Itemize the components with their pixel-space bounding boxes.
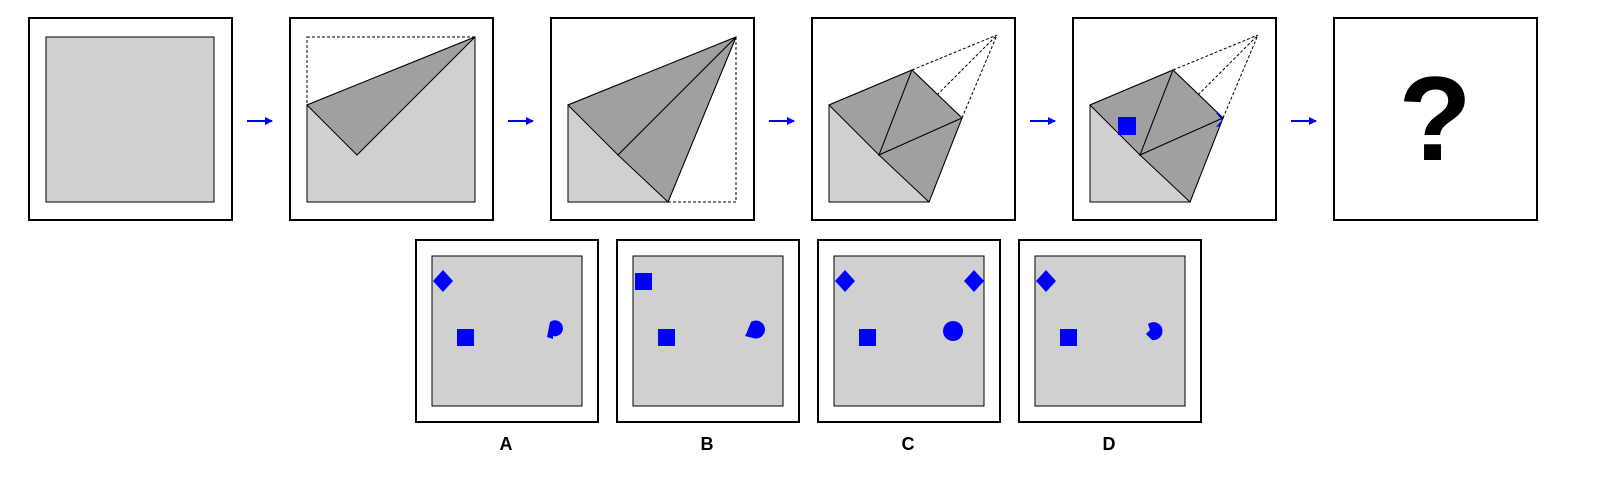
option-d[interactable]: D: [1018, 239, 1202, 454]
paper-square: [1034, 255, 1186, 407]
square-hole-icon: [1118, 117, 1136, 135]
step-3-panel: [550, 17, 755, 221]
fold-guide: [911, 34, 998, 71]
paper-square: [45, 36, 215, 203]
diamond-hole-icon: [433, 270, 453, 292]
diamond-hole-icon: [835, 270, 855, 292]
folded-flap: [617, 36, 737, 203]
notched-circle-hole-icon: [1146, 322, 1163, 341]
folded-flap: [878, 117, 963, 203]
square-hole-icon: [859, 329, 876, 346]
question-mark: ?: [1398, 52, 1471, 186]
fold-guide: [961, 34, 998, 119]
panel-frame: [1333, 17, 1538, 221]
step-4-panel: [811, 17, 1016, 221]
folded-flap: [1139, 117, 1224, 203]
folded-flap: [306, 36, 476, 156]
square-hole-icon: [1060, 329, 1077, 346]
circle-hole-icon: [943, 321, 963, 341]
option-label: B: [701, 434, 714, 454]
fold-guide: [1172, 34, 1259, 71]
semicircle-hole-icon: [1216, 113, 1222, 127]
option-c[interactable]: C: [817, 239, 1001, 454]
answer-panel: ?: [1333, 17, 1538, 221]
notched-circle-hole-icon: [547, 320, 563, 339]
step-5-panel: [1072, 17, 1277, 221]
square-hole-icon: [658, 329, 675, 346]
step-2-panel: [289, 17, 494, 221]
step-1-panel: [28, 17, 233, 221]
fold-guide: [1222, 34, 1259, 119]
option-b[interactable]: B: [616, 239, 800, 454]
square-hole-icon: [635, 273, 652, 290]
original-outline: [668, 37, 737, 203]
square-hole-icon: [457, 329, 474, 346]
option-a[interactable]: A: [415, 239, 599, 454]
option-label: A: [500, 434, 513, 454]
diamond-hole-icon: [1036, 270, 1056, 292]
fold-guide: [1197, 34, 1259, 96]
fold-guide: [936, 34, 998, 96]
diamond-hole-icon: [964, 270, 984, 292]
option-label: C: [902, 434, 915, 454]
option-label: D: [1103, 434, 1116, 454]
notched-circle-hole-icon: [745, 320, 765, 339]
